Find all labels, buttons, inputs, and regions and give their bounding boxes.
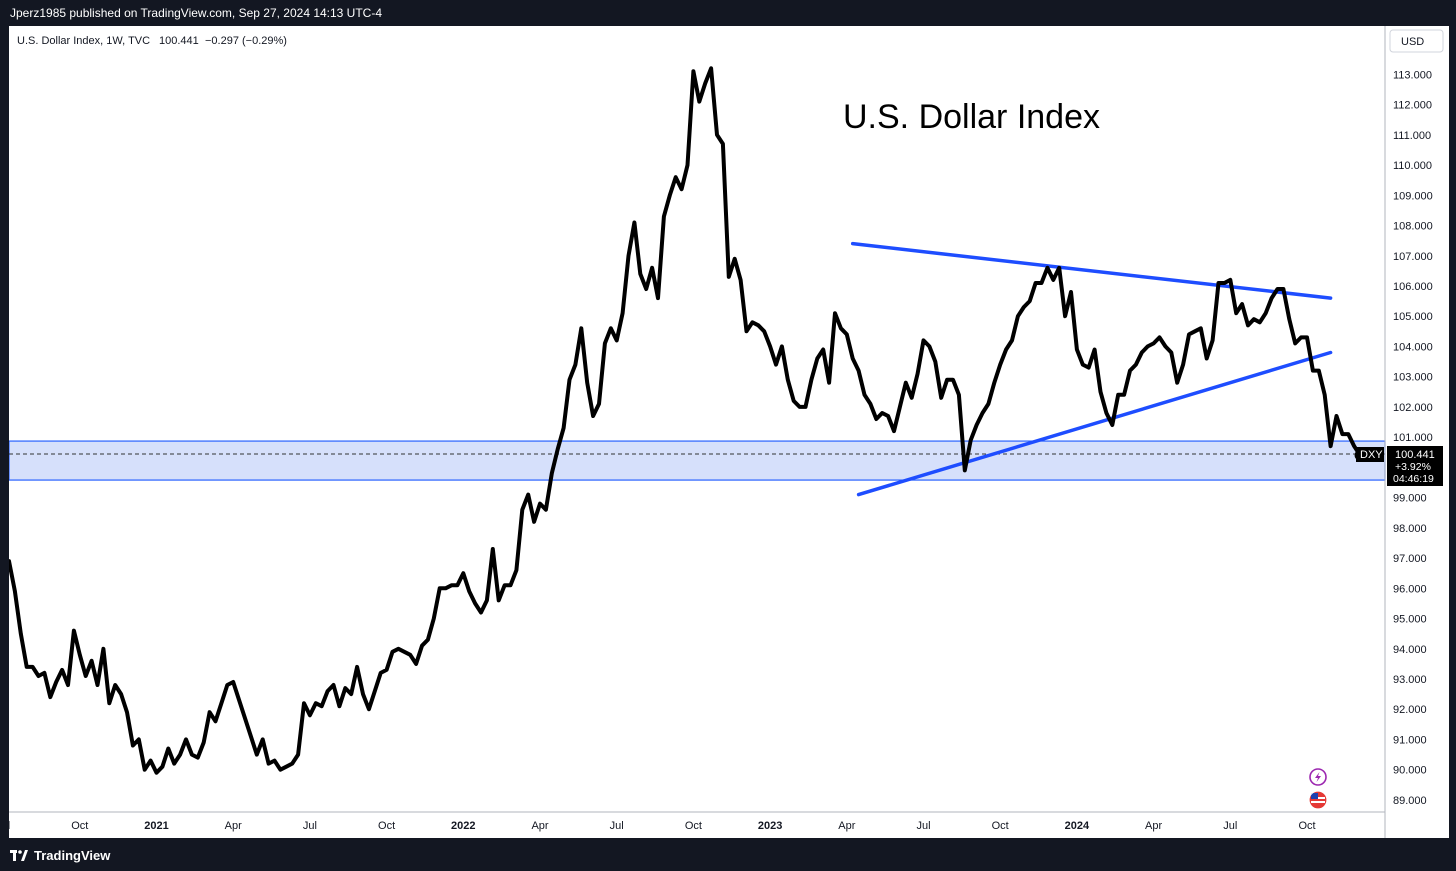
x-tick-label: Oct bbox=[992, 820, 1009, 832]
chart-title: U.S. Dollar Index bbox=[843, 98, 1100, 136]
y-tick-label: 93.000 bbox=[1393, 674, 1427, 686]
price-tag-countdown: 04:46:19 bbox=[1393, 473, 1434, 485]
x-tick-label: Oct bbox=[685, 820, 702, 832]
price-tag-value: 100.441 bbox=[1395, 449, 1435, 461]
y-tick-label: 103.000 bbox=[1393, 372, 1433, 384]
publish-info: Jperz1985 published on TradingView.com, … bbox=[10, 6, 383, 20]
y-tick-label: 102.000 bbox=[1393, 402, 1433, 414]
y-tick-label: 110.000 bbox=[1393, 160, 1432, 172]
y-tick-label: 97.000 bbox=[1393, 553, 1427, 565]
y-tick-label: 109.000 bbox=[1393, 190, 1433, 202]
y-tick-label: 106.000 bbox=[1393, 281, 1433, 293]
currency-label: USD bbox=[1401, 36, 1424, 48]
footer-bar: TradingView bbox=[0, 838, 1456, 871]
x-tick-label: Jul bbox=[303, 820, 317, 832]
y-tick-label: 94.000 bbox=[1393, 644, 1427, 656]
chart-panel[interactable]: 89.000 90.000 91.000 92.000 93.000 94.000 95.0… bbox=[9, 26, 1449, 838]
y-tick-label: 91.000 bbox=[1393, 734, 1427, 746]
dxy-price-line bbox=[9, 66, 1363, 775]
us-flag-icon[interactable] bbox=[1308, 790, 1328, 810]
x-tick-label: 2022 bbox=[451, 820, 475, 832]
x-tick-label: Jul bbox=[1223, 820, 1237, 832]
time-axis[interactable]: Jul Oct 2021 Apr Jul Oct 2022 Apr Jul Oct 2023 Apr J… bbox=[9, 820, 1316, 832]
y-tick-label: 90.000 bbox=[1393, 765, 1427, 777]
support-zone[interactable] bbox=[9, 440, 1386, 481]
upper-trendline[interactable] bbox=[850, 241, 1333, 300]
y-tick-label: 112.000 bbox=[1393, 100, 1432, 112]
x-tick-label: Oct bbox=[71, 820, 88, 832]
price-axis[interactable]: 89.000 90.000 91.000 92.000 93.000 94.000 95.0… bbox=[1393, 69, 1433, 807]
x-tick-label: Apr bbox=[1145, 820, 1162, 832]
y-tick-label: 108.000 bbox=[1393, 221, 1433, 233]
x-tick-label: Apr bbox=[838, 820, 855, 832]
x-tick-label: Jul bbox=[610, 820, 624, 832]
y-tick-label: 92.000 bbox=[1393, 704, 1427, 716]
y-tick-label: 104.000 bbox=[1393, 341, 1433, 353]
price-chart[interactable]: 89.000 90.000 91.000 92.000 93.000 94.000 95.0… bbox=[9, 26, 1449, 838]
symbol-tag: DXY bbox=[1360, 449, 1383, 461]
legend-last-price: 100.441 bbox=[159, 35, 199, 47]
y-tick-label: 95.000 bbox=[1393, 614, 1427, 626]
x-tick-label: Oct bbox=[378, 820, 395, 832]
publish-header: Jperz1985 published on TradingView.com, … bbox=[0, 0, 1456, 26]
x-tick-label: Apr bbox=[531, 820, 548, 832]
y-tick-label: 113.000 bbox=[1393, 69, 1432, 81]
x-tick-label: Jul bbox=[9, 820, 10, 832]
x-tick-label: 2024 bbox=[1065, 820, 1090, 832]
x-tick-label: 2021 bbox=[144, 820, 168, 832]
currency-button[interactable] bbox=[1389, 29, 1444, 53]
tradingview-logo-icon bbox=[10, 849, 28, 861]
price-tag-change: +3.92% bbox=[1395, 461, 1431, 473]
lightning-icon[interactable] bbox=[1309, 768, 1327, 786]
y-tick-label: 101.000 bbox=[1393, 432, 1433, 444]
x-tick-label: 2023 bbox=[758, 820, 782, 832]
lower-trendline[interactable] bbox=[856, 350, 1333, 497]
y-tick-label: 89.000 bbox=[1393, 795, 1427, 807]
price-tag: DXY 100.441 +3.92% 04:46:19 bbox=[1356, 446, 1443, 486]
x-tick-label: Oct bbox=[1298, 820, 1315, 832]
y-tick-label: 96.000 bbox=[1393, 583, 1427, 595]
y-tick-label: 98.000 bbox=[1393, 523, 1427, 535]
y-tick-label: 107.000 bbox=[1393, 251, 1433, 263]
y-tick-label: 105.000 bbox=[1393, 311, 1433, 323]
y-tick-label: 99.000 bbox=[1393, 493, 1427, 505]
tradingview-logo[interactable]: TradingView bbox=[10, 848, 110, 863]
legend-change: −0.297 (−0.29%) bbox=[205, 35, 287, 47]
brand-name: TradingView bbox=[34, 848, 111, 863]
y-tick-label: 111.000 bbox=[1393, 130, 1431, 142]
x-tick-label: Jul bbox=[916, 820, 930, 832]
legend-symbol: U.S. Dollar Index, 1W, TVC bbox=[17, 35, 150, 47]
x-tick-label: Apr bbox=[225, 820, 242, 832]
